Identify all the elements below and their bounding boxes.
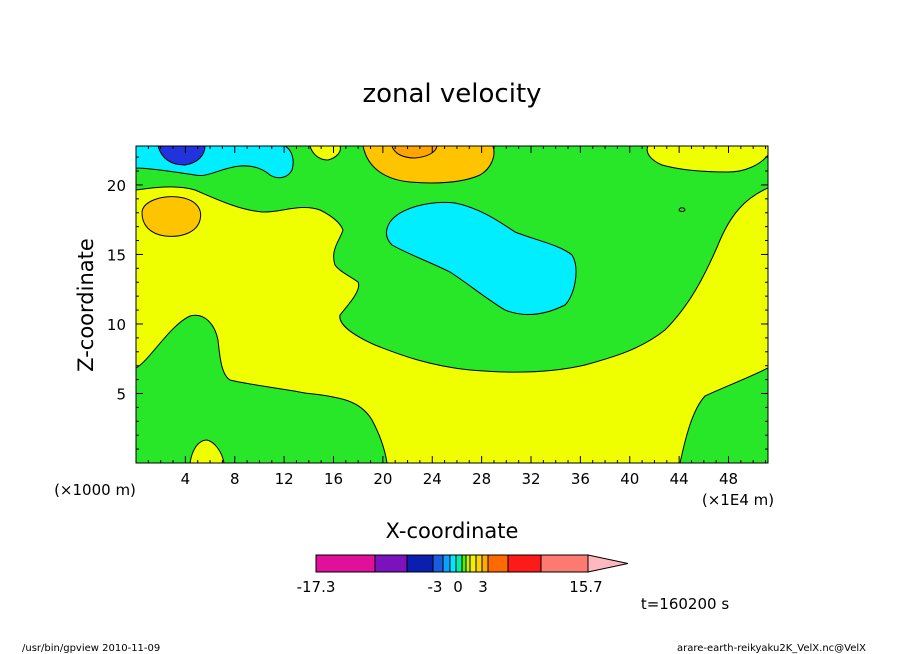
colorbar-segment — [469, 554, 477, 573]
region-orange-top-center — [362, 146, 495, 184]
colorbar-segment — [507, 554, 542, 573]
region-green-dot — [678, 207, 686, 212]
chart-title: zonal velocity — [362, 79, 541, 109]
colorbar-segment — [540, 554, 589, 573]
colorbar-segment — [481, 554, 489, 573]
colorbar-label-3: 3 — [478, 578, 488, 596]
y-axis-unit: (×1000 m) — [54, 481, 136, 499]
region-yellow-top-right — [646, 146, 768, 173]
x-tick-label: 24 — [423, 470, 442, 488]
y-tick-label: 20 — [107, 177, 126, 195]
colorbar-max-label: 15.7 — [569, 578, 602, 596]
region-cyan-blob — [386, 201, 577, 315]
colorbar-segment — [461, 554, 467, 573]
colorbar-segment — [315, 554, 376, 573]
x-tick-label: 36 — [571, 470, 590, 488]
y-tick-label: 10 — [107, 316, 126, 334]
colorbar-segment — [475, 554, 483, 573]
footer-right: arare-earth-reikyaku2K_VelX.nc@VelX — [677, 643, 866, 654]
colorbar-segment — [406, 554, 434, 573]
x-tick-label: 44 — [670, 470, 689, 488]
x-tick-label: 8 — [230, 470, 240, 488]
colorbar-segment — [455, 554, 463, 573]
x-axis-label: X-coordinate — [386, 519, 519, 543]
x-tick-label: 12 — [275, 470, 294, 488]
colorbar-segment — [374, 554, 408, 573]
colorbar — [315, 554, 629, 573]
y-axis: 5 10 15 20 — [107, 156, 768, 450]
colorbar-segment — [432, 554, 444, 573]
y-tick-label: 15 — [107, 246, 126, 264]
x-tick-label: 20 — [373, 470, 392, 488]
region-orange-oval-left — [141, 196, 202, 237]
y-tick-label: 5 — [116, 385, 126, 403]
region-green-lower-left — [136, 314, 388, 463]
x-tick-label: 40 — [620, 470, 639, 488]
colorbar-segment — [449, 554, 457, 573]
colorbar-arrow — [587, 554, 629, 573]
plot-frame — [135, 145, 769, 464]
x-tick-label: 16 — [324, 470, 343, 488]
region-yellow-top-mid — [309, 146, 341, 161]
x-axis-unit: (×1E4 m) — [702, 491, 774, 509]
region-green-lower-right — [679, 367, 768, 463]
time-label: t=160200 s — [641, 595, 729, 613]
colorbar-segment — [442, 554, 451, 573]
colorbar-segment — [465, 554, 471, 573]
x-tick-label: 48 — [719, 470, 738, 488]
colorbar-label-neg3: -3 — [428, 578, 443, 596]
region-blue-top-left — [157, 146, 206, 166]
colorbar-segment — [487, 554, 509, 573]
colorbar-min-label: -17.3 — [297, 578, 336, 596]
region-dark-orange-top-center — [391, 146, 438, 159]
footer-left: /usr/bin/gpview 2010-11-09 — [22, 643, 160, 654]
x-tick-label: 28 — [472, 470, 491, 488]
y-axis-label: Z-coordinate — [74, 238, 98, 372]
x-axis: 4 8 12 16 20 24 28 32 36 40 44 48 — [147, 146, 767, 488]
colorbar-label-0: 0 — [453, 578, 463, 596]
x-tick-label: 4 — [181, 470, 191, 488]
plot-area — [136, 146, 768, 463]
region-yellow-small-bottom — [189, 439, 225, 463]
x-tick-label: 32 — [521, 470, 540, 488]
